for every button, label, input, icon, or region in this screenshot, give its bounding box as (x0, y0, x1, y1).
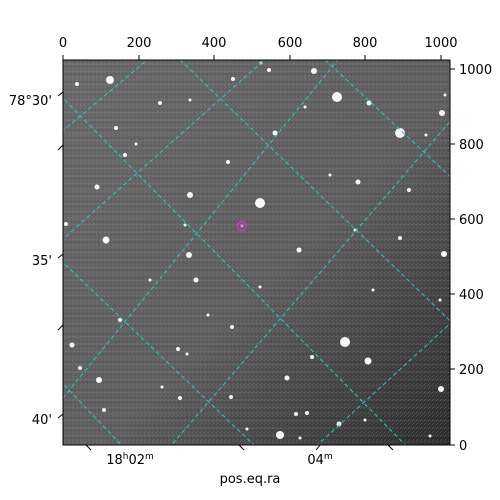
right-tick-label: 800 (459, 138, 484, 153)
stars-layer (64, 61, 447, 440)
star (305, 411, 309, 415)
star (160, 385, 164, 389)
top-tick-label: 1000 (424, 36, 457, 51)
dec-axis (57, 91, 64, 419)
star (311, 68, 317, 74)
star (118, 318, 122, 322)
star (438, 386, 444, 392)
star (328, 173, 332, 177)
coordinate-grid (63, 60, 450, 445)
top-axis (62, 55, 442, 60)
star (102, 236, 110, 244)
star (340, 337, 350, 347)
star (187, 192, 193, 198)
plot-frame (62, 59, 451, 446)
star (407, 188, 411, 192)
star (284, 375, 290, 381)
dec-tick-label: 35' (32, 254, 52, 269)
top-tick-label: 800 (353, 36, 378, 51)
right-tick-label: 1000 (459, 63, 492, 78)
right-axis (450, 68, 455, 446)
top-tick-label: 400 (202, 36, 227, 51)
star (424, 133, 428, 137)
star (296, 247, 302, 253)
star (439, 110, 445, 116)
star (441, 251, 447, 257)
ra-tick-label-hours: 18 (106, 453, 123, 468)
star (226, 160, 230, 164)
star (148, 278, 152, 282)
star (366, 100, 372, 106)
star (178, 396, 182, 400)
dec-tick-label: 40' (32, 413, 52, 428)
top-tick-label: 600 (278, 36, 303, 51)
star (395, 128, 405, 138)
star (230, 325, 234, 329)
star (96, 377, 102, 383)
star (294, 412, 298, 416)
star (106, 76, 114, 84)
star (255, 198, 265, 208)
star (258, 285, 262, 289)
star (303, 105, 307, 109)
star (364, 357, 372, 365)
top-tick-label: 0 (59, 36, 67, 51)
star (102, 408, 106, 412)
star (158, 101, 162, 105)
star (75, 82, 79, 86)
sky-image (63, 60, 450, 445)
target-marker (236, 220, 248, 232)
star (114, 126, 118, 130)
right-tick-label: 400 (459, 288, 484, 303)
star (310, 355, 314, 359)
star (298, 436, 302, 440)
star (336, 421, 342, 427)
star (183, 223, 187, 227)
star (231, 77, 235, 81)
star (69, 342, 75, 348)
star (438, 298, 442, 302)
star (355, 179, 361, 185)
star (371, 288, 375, 292)
star (94, 184, 100, 190)
right-tick-label: 200 (459, 363, 484, 378)
star (123, 153, 127, 157)
star (428, 434, 432, 438)
star (398, 236, 402, 240)
x-axis-title: pos.eq.ra (219, 472, 281, 487)
star (78, 366, 82, 370)
star (134, 142, 138, 146)
star (272, 130, 278, 136)
ra-tick-label: 04m (307, 452, 332, 468)
star (64, 222, 68, 226)
right-tick-label: 600 (459, 213, 484, 228)
star (186, 252, 192, 258)
star (332, 92, 342, 102)
star (267, 68, 271, 72)
right-tick-label: 0 (459, 439, 467, 454)
star (176, 347, 180, 351)
star (276, 431, 284, 439)
top-tick-label: 200 (127, 36, 152, 51)
star (229, 395, 233, 399)
star (185, 352, 189, 356)
dec-tick-label: 78°30' (9, 94, 52, 109)
star (363, 418, 367, 422)
ra-axis (85, 444, 394, 451)
ra-tick-label: 18h02m (106, 452, 154, 468)
star (188, 98, 192, 102)
star (245, 427, 249, 431)
star (206, 313, 210, 317)
star (443, 93, 447, 97)
star (193, 277, 199, 283)
